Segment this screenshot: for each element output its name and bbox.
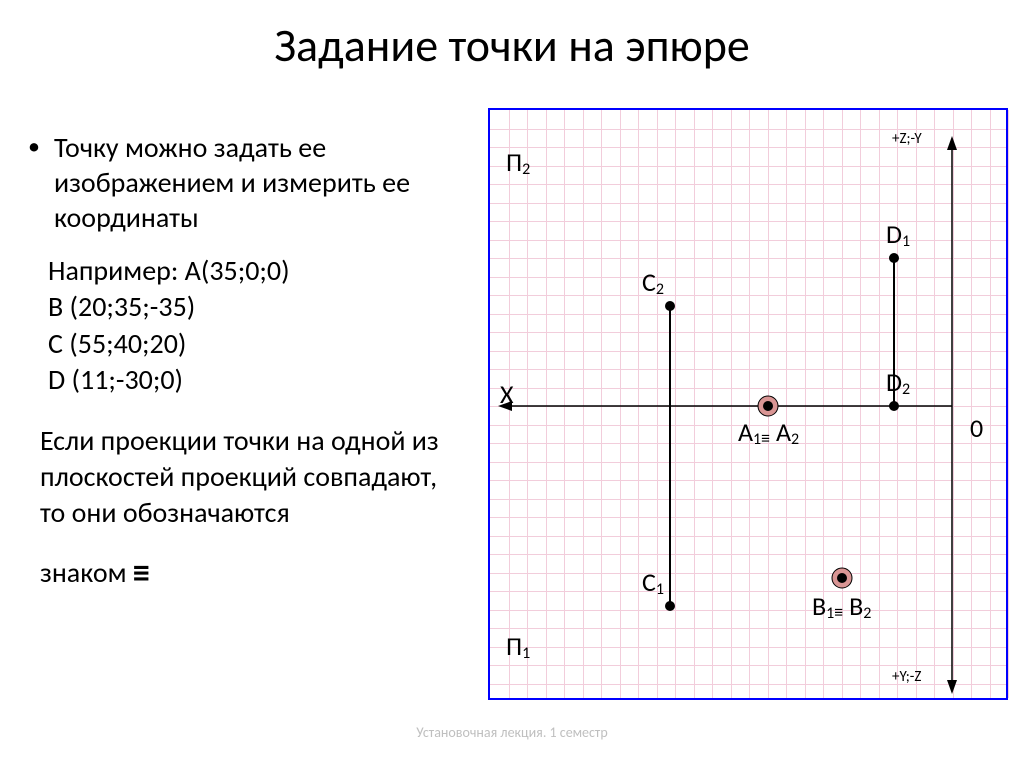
text-column: • Точку можно задать ее изображением и и… [28, 130, 468, 596]
footer-caption: Установочная лекция. 1 семестр [0, 724, 1024, 741]
point-C1-label: С1 [642, 566, 664, 599]
epure-chart: П2 П1 X 0 +Z;-Y +Y;-Z С2 С1 D1 D2 А1≡ А2 В1≡ В2 [488, 108, 1008, 700]
point-D2-label: D2 [886, 366, 910, 399]
point-A-coincident-label: А1≡ А2 [738, 416, 799, 449]
condition-prefix: знаком [40, 555, 133, 590]
y-axis-arrow-icon [947, 680, 957, 694]
bullet-marker: • [28, 132, 40, 235]
point-B-coincident-label: В1≡ В2 [812, 590, 871, 623]
yz-bot-note: +Y;-Z [892, 668, 921, 686]
page-title: Задание точки на эпюре [0, 0, 1024, 74]
condition-text: Если проекции точки на одной из плоскост… [40, 423, 468, 532]
zy-top-note: +Z;-Y [892, 130, 922, 148]
example-line-A: Например: А(35;0;0) [48, 253, 468, 289]
plane-P1-label: П1 [506, 630, 530, 663]
point-D1-label: D1 [886, 218, 910, 251]
point-C2-label: С2 [642, 266, 664, 299]
equiv-symbol: ≡ [133, 553, 150, 594]
example-line-B: В (20;35;-35) [48, 289, 468, 325]
z-axis-arrow-icon [947, 136, 957, 150]
condition-paragraph: Если проекции точки на одной из плоскост… [40, 423, 468, 596]
bullet-text: Точку можно задать ее изображением и изм… [54, 130, 468, 235]
bullet-paragraph: • Точку можно задать ее изображением и и… [28, 130, 468, 235]
origin-label: 0 [970, 412, 983, 444]
example-line-D: D (11;-30;0) [48, 362, 468, 398]
plane-P2-label: П2 [506, 146, 530, 179]
coordinates-example: Например: А(35;0;0) В (20;35;-35) С (55;… [48, 253, 468, 399]
example-line-C: С (55;40;20) [48, 326, 468, 362]
x-axis-label: X [500, 378, 514, 410]
